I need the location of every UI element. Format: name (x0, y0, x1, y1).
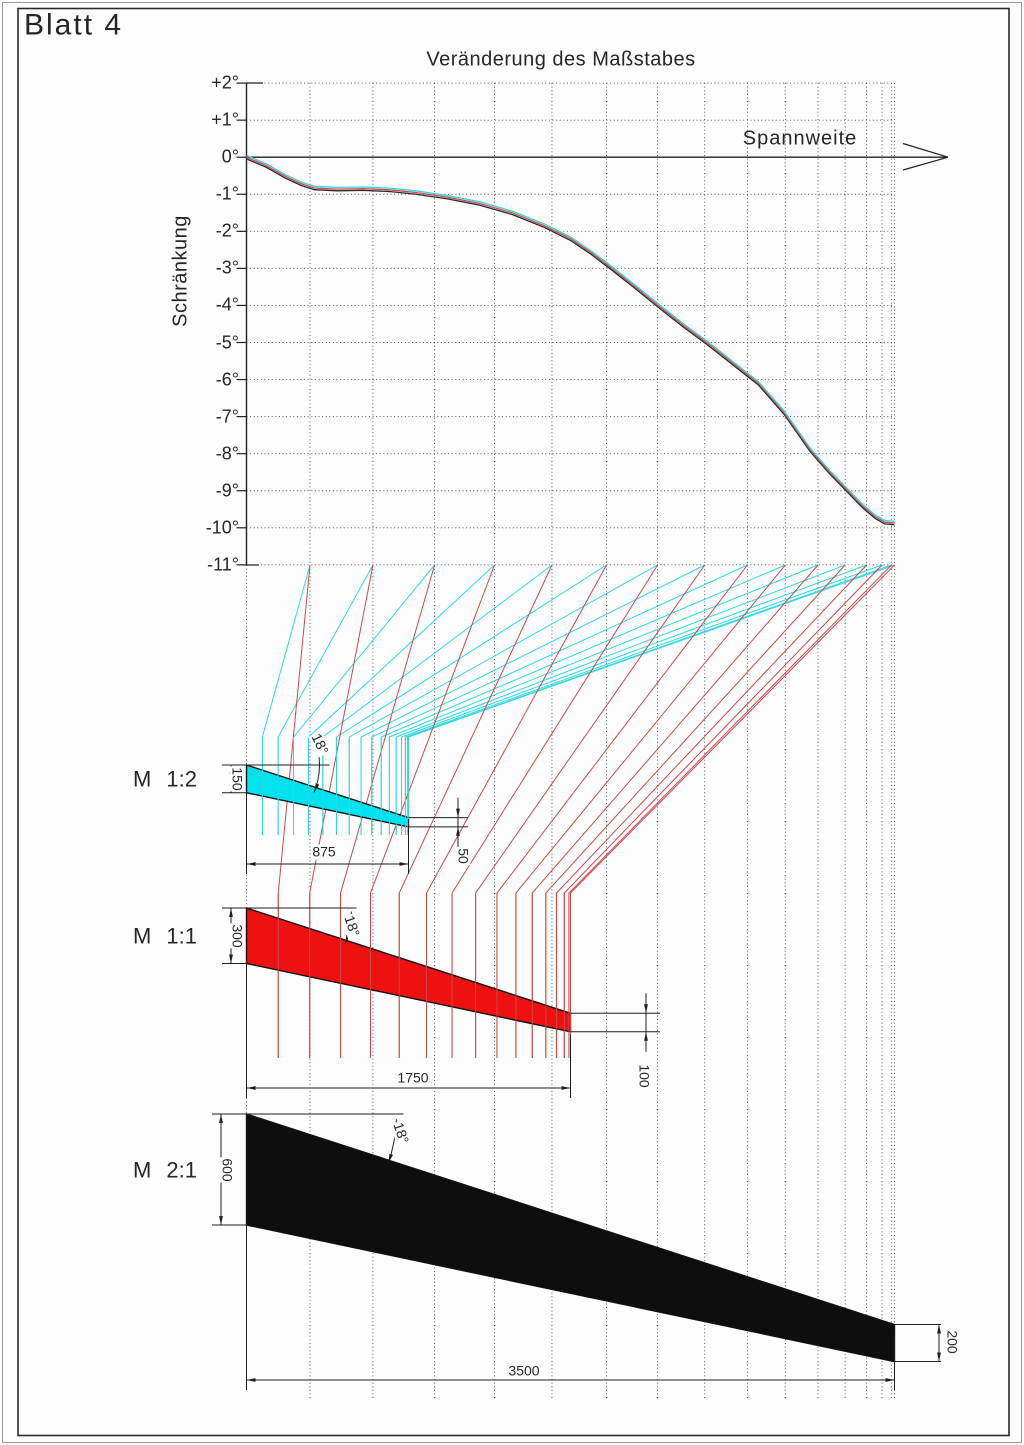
y-tick-label: -9° (215, 480, 239, 501)
root-chord-dimension: 600 (219, 1156, 236, 1183)
y-tick-label: -6° (215, 369, 239, 390)
x-axis-label: Spannweite (742, 127, 858, 150)
y-tick-label: -10° (205, 517, 239, 538)
y-tick-label: -11° (207, 554, 239, 575)
tip-chord-dimension: 100 (636, 1063, 653, 1089)
y-tick-label: -7° (215, 406, 239, 427)
sheet-title: Blatt 4 (24, 8, 124, 42)
y-tick-label: 0° (221, 146, 239, 167)
y-tick-label: -3° (215, 257, 239, 278)
wing-scale-label: M 2:1 (132, 1156, 198, 1182)
tip-chord-dimension: 200 (944, 1329, 961, 1355)
y-tick-label: -4° (215, 294, 239, 315)
y-tick-label: +1° (211, 109, 239, 130)
y-tick-label: -1° (215, 183, 239, 204)
span-dimension: 1750 (396, 1069, 430, 1086)
span-dimension: 3500 (507, 1362, 541, 1379)
tip-chord-dimension: 50 (455, 847, 472, 865)
root-chord-dimension: 150 (229, 766, 246, 792)
span-dimension: 875 (311, 843, 337, 860)
y-tick-label: +2° (211, 72, 239, 93)
wing-scale-label: M 1:2 (132, 766, 198, 792)
y-tick-label: -8° (215, 443, 239, 464)
y-tick-label: -5° (215, 332, 239, 353)
y-axis-label: Schränkung (169, 215, 192, 327)
root-chord-dimension: 300 (229, 923, 246, 949)
wing-scale-label: M 1:1 (132, 923, 198, 949)
chart-title: Veränderung des Maßstabes (426, 48, 696, 71)
y-tick-label: -2° (215, 220, 239, 241)
